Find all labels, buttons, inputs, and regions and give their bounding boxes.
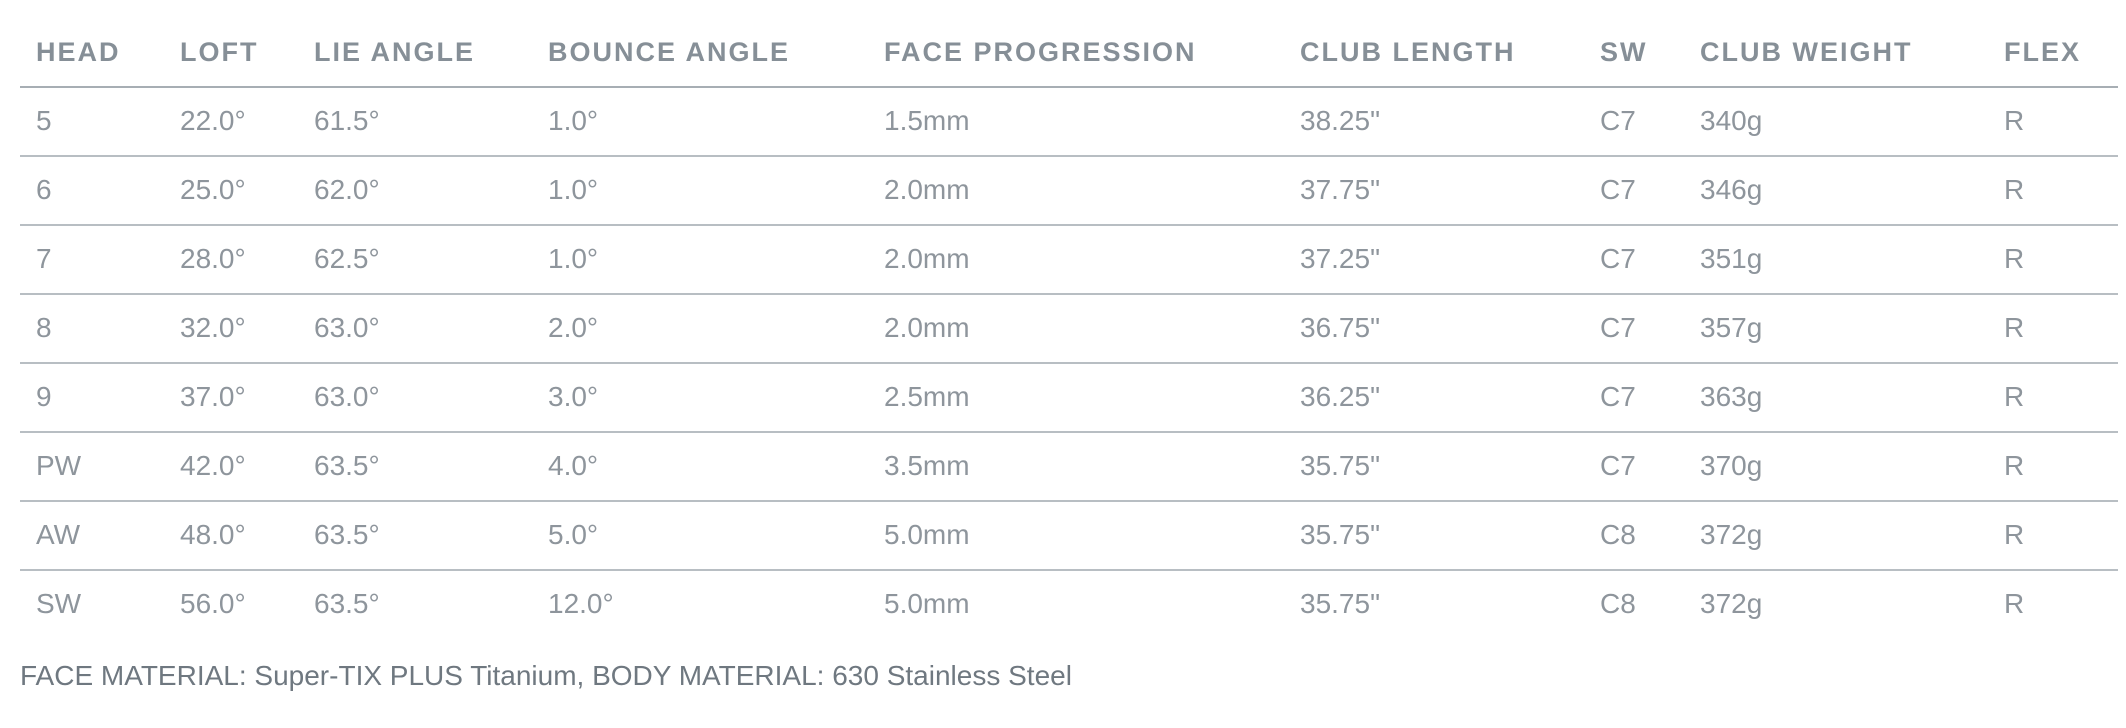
cell-club-length: 35.75" [1284,501,1584,571]
cell-bounce-angle: 12.0° [548,587,614,619]
cell-club-length: 37.25" [1284,225,1584,295]
cell-head: 9 [20,363,164,433]
cell-bounce-angle: 1.0° [532,156,868,226]
cell-club-length: 37.75" [1284,156,1584,226]
cell-loft: 37.0° [164,363,298,433]
cell-swing-weight: C7 [1584,87,1684,157]
cell-club-weight: 370g [1684,432,1988,502]
cell-club-weight: 340g [1684,87,1988,157]
club-spec-table: HEAD LOFT LIE ANGLE BOUNCE ANGLE FACE PR… [20,18,2118,638]
cell-lie-angle: 61.5° [298,87,532,157]
cell-lie-angle: 63.0° [298,363,532,433]
table-row: 5 22.0° 61.5° 1.0° 1.5mm 38.25" C7 340g … [20,87,2118,157]
cell-swing-weight: C8 [1600,587,1636,619]
cell-club-length: 36.75" [1284,294,1584,364]
cell-club-weight: 372g [1700,587,1763,619]
cell-club-weight: 351g [1684,225,1988,295]
cell-club-length: 35.75" [1300,587,1381,619]
cell-head: 5 [20,87,164,157]
cell-bounce-angle: 5.0° [532,501,868,571]
cell-club-length: 35.75" [1284,432,1584,502]
cell-bounce-angle: 4.0° [532,432,868,502]
cell-face-progression: 2.5mm [868,363,1284,433]
cell-loft: 28.0° [164,225,298,295]
cell-flex: R [1988,87,2118,157]
cell-club-length: 36.25" [1284,363,1584,433]
column-header-lie-angle: LIE ANGLE [298,18,532,88]
cell-face-progression: 2.0mm [868,156,1284,226]
cell-face-progression: 5.0mm [868,501,1284,571]
table-row: 9 37.0° 63.0° 3.0° 2.5mm 36.25" C7 363g … [20,363,2118,433]
table-header-row: HEAD LOFT LIE ANGLE BOUNCE ANGLE FACE PR… [20,18,2118,88]
column-header-head: HEAD [20,18,164,88]
cell-bounce-angle: 2.0° [532,294,868,364]
cell-swing-weight: C7 [1584,294,1684,364]
cell-face-progression: 2.0mm [868,294,1284,364]
cell-face-progression: 2.0mm [868,225,1284,295]
cell-lie-angle: 63.5° [298,432,532,502]
table-row: 7 28.0° 62.5° 1.0° 2.0mm 37.25" C7 351g … [20,225,2118,295]
cell-lie-angle: 63.5° [298,501,532,571]
table-row: 6 25.0° 62.0° 1.0° 2.0mm 37.75" C7 346g … [20,156,2118,226]
cell-flex: R [1988,501,2118,571]
column-header-swing-weight: SW [1584,18,1684,88]
cell-club-length: 38.25" [1284,87,1584,157]
cell-face-progression: 3.5mm [868,432,1284,502]
cell-club-weight: 363g [1684,363,1988,433]
table-row: PW 42.0° 63.5° 4.0° 3.5mm 35.75" C7 370g… [20,432,2118,502]
column-header-club-length: CLUB LENGTH [1284,18,1584,88]
cell-loft: 42.0° [164,432,298,502]
cell-face-progression: 5.0mm [884,587,970,619]
column-header-flex: FLEX [1988,18,2118,88]
cell-head: PW [20,432,164,502]
cell-lie-angle: 62.5° [298,225,532,295]
cell-bounce-angle: 3.0° [532,363,868,433]
cell-head: SW [36,587,82,619]
cell-face-progression: 1.5mm [868,87,1284,157]
cell-flex: R [1988,156,2118,226]
cell-loft: 56.0° [180,587,246,619]
cell-bounce-angle: 1.0° [532,87,868,157]
cell-bounce-angle: 1.0° [532,225,868,295]
cell-head: 8 [20,294,164,364]
cell-swing-weight: C7 [1584,432,1684,502]
cell-loft: 32.0° [164,294,298,364]
table-row: SW 56.0° 63.5° 12.0° 5.0mm 35.75" C8 372… [20,570,2118,638]
table-row: 8 32.0° 63.0° 2.0° 2.0mm 36.75" C7 357g … [20,294,2118,364]
cell-flex: R [1988,432,2118,502]
cell-swing-weight: C7 [1584,156,1684,226]
cell-flex: R [1988,225,2118,295]
cell-flex: R [1988,294,2118,364]
column-header-club-weight: CLUB WEIGHT [1684,18,1988,88]
cell-loft: 25.0° [164,156,298,226]
cell-flex: R [1988,363,2118,433]
cell-head: 6 [20,156,164,226]
materials-note: FACE MATERIAL: Super-TIX PLUS Titanium, … [20,660,1072,691]
cell-loft: 48.0° [164,501,298,571]
cell-swing-weight: C7 [1584,363,1684,433]
table-row: AW 48.0° 63.5° 5.0° 5.0mm 35.75" C8 372g… [20,501,2118,571]
cell-club-weight: 372g [1684,501,1988,571]
cell-lie-angle: 63.0° [298,294,532,364]
cell-swing-weight: C8 [1584,501,1684,571]
column-header-bounce-angle: BOUNCE ANGLE [532,18,868,88]
cell-lie-angle: 62.0° [298,156,532,226]
cell-club-weight: 346g [1684,156,1988,226]
cell-head: 7 [20,225,164,295]
column-header-loft: LOFT [164,18,298,88]
cell-swing-weight: C7 [1584,225,1684,295]
cell-loft: 22.0° [164,87,298,157]
cell-lie-angle: 63.5° [314,587,380,619]
cell-club-weight: 357g [1684,294,1988,364]
cell-head: AW [20,501,164,571]
column-header-face-progression: FACE PROGRESSION [868,18,1284,88]
cell-flex: R [2004,587,2025,619]
table-body: 5 22.0° 61.5° 1.0° 1.5mm 38.25" C7 340g … [20,87,2118,638]
